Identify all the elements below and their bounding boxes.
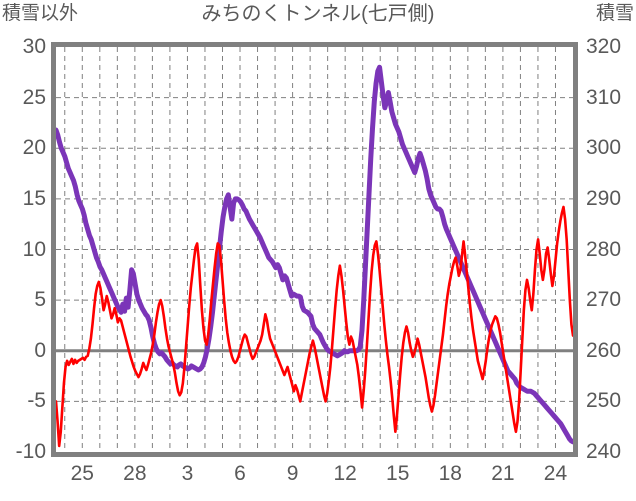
- x-axis-tick-9: 9: [286, 462, 299, 485]
- right-axis-tick-290: 290: [586, 186, 622, 210]
- series-line-snow: [56, 64, 573, 445]
- right-axis-tick-320: 320: [586, 35, 622, 58]
- left-axis-tick-30: 30: [22, 35, 46, 58]
- left-axis-caption: 積雪以外: [2, 3, 79, 24]
- left-axis-tick--5: -5: [27, 389, 46, 413]
- x-axis-tick-24: 24: [543, 462, 568, 485]
- right-axis-tick-280: 280: [586, 237, 622, 261]
- x-axis-tick-28: 28: [123, 462, 147, 485]
- plot-svg: [56, 47, 573, 452]
- x-axis-tick-21: 21: [491, 462, 515, 485]
- plot-inner: [56, 47, 573, 452]
- x-axis-tick-6: 6: [234, 462, 246, 485]
- right-axis-tick-310: 310: [586, 85, 622, 109]
- right-axis-tick-240: 240: [586, 440, 622, 463]
- left-axis-tick-25: 25: [22, 85, 46, 109]
- plot-area: [51, 42, 578, 457]
- x-axis-tick-18: 18: [438, 462, 462, 485]
- right-axis-tick-250: 250: [586, 389, 622, 413]
- left-axis-tick-20: 20: [22, 136, 46, 160]
- right-axis-tick-270: 270: [586, 288, 622, 312]
- left-axis-tick-0: 0: [34, 338, 46, 362]
- left-axis-tick-5: 5: [34, 288, 46, 312]
- x-axis-tick-12: 12: [333, 462, 357, 485]
- chart-title: みちのくトンネル(七戸側): [201, 3, 435, 25]
- left-axis-tick-15: 15: [22, 186, 46, 210]
- left-axis-tick--10: -10: [15, 440, 46, 463]
- horizontal-gridlines: [56, 97, 573, 402]
- x-axis-tick-3: 3: [181, 462, 194, 485]
- right-axis-tick-260: 260: [586, 338, 622, 362]
- x-axis-tick-15: 15: [386, 462, 410, 485]
- right-axis-caption: 積雪: [595, 3, 634, 24]
- series-line-other: [56, 205, 573, 448]
- x-axis-tick-25: 25: [70, 462, 94, 485]
- right-axis-tick-300: 300: [586, 136, 622, 160]
- left-axis-tick-10: 10: [22, 237, 46, 261]
